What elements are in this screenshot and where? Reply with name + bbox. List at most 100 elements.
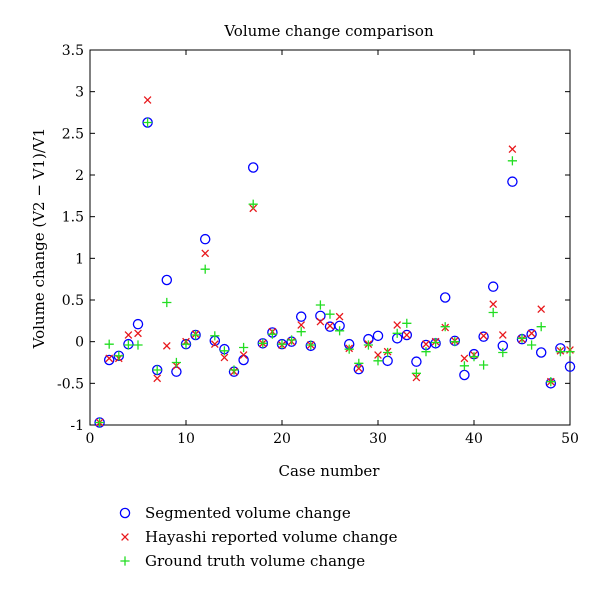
data-point-plus [469,352,479,362]
legend-marker-plus [120,556,130,566]
data-point-plus [527,340,537,350]
data-point-circle [535,347,547,358]
data-point-plus [95,417,105,428]
data-point-x [508,145,517,154]
data-point-plus [363,340,373,350]
legend: Segmented volume change Hayashi reported … [119,504,398,570]
data-point-plus [287,335,297,345]
data-point-circle [103,354,115,366]
data-point-circle [459,369,470,381]
x-tick-label: 10 [177,431,195,447]
data-point-circle [382,355,393,367]
data-point-plus [431,337,441,348]
data-point-plus [315,300,325,310]
data-point-plus [219,346,229,356]
x-tick-label: 20 [273,431,291,447]
data-point-x [402,331,411,339]
data-point-plus [114,351,124,361]
data-point-plus [498,347,508,358]
data-point-x [134,329,142,338]
data-point-plus [411,368,421,378]
data-point-plus [536,322,546,332]
data-point-plus [507,156,517,166]
axis-ticks: 0 10 20 30 40 50 -1 -0.5 0 0.5 1 1.5 2 2.5 3 3.5 [57,43,579,447]
data-point-plus [143,117,153,128]
data-point-plus [459,361,469,371]
data-point-x [479,331,488,340]
data-point-circle [238,354,249,366]
data-point-x [460,354,469,363]
data-point-circle [411,356,422,367]
data-point-plus [488,307,498,318]
data-marks [94,96,576,428]
data-point-plus [383,347,393,358]
data-point-plus [152,365,162,375]
data-point-circle [507,176,518,187]
y-tick-label: 2 [75,168,84,184]
data-point-x [489,300,498,309]
data-point-circle [526,328,537,340]
data-point-circle [199,233,211,245]
data-point-circle [372,330,384,342]
data-point-plus [123,340,133,350]
y-tick-label: 3 [75,85,84,101]
y-tick-label: 1.5 [62,210,84,226]
data-point-plus [258,338,268,348]
data-point-plus [517,333,527,343]
data-point-plus [392,328,402,338]
data-point-plus [479,360,489,370]
data-point-plus [565,347,575,357]
data-point-circle [439,292,451,303]
data-point-x [335,312,344,321]
data-point-plus [181,339,191,349]
data-point-plus [421,347,431,357]
x-tick-label: 40 [465,431,483,447]
data-point-x [153,374,162,383]
data-point-plus [267,329,277,339]
y-tick-label: 2.5 [62,126,84,142]
y-tick-label: -0.5 [57,376,84,392]
data-point-circle [132,318,144,330]
data-point-plus [248,199,258,209]
data-point-circle [315,310,326,322]
data-point-plus [440,322,450,332]
data-point-plus [171,357,181,368]
legend-marker-x [121,533,129,541]
legend-marker-circle [119,507,131,519]
data-point-plus [229,365,239,375]
data-point-x [354,364,363,373]
data-point-plus [450,337,460,347]
data-point-circle [564,361,576,372]
data-point-plus [402,318,412,328]
data-point-circle [401,329,413,341]
data-point-x [422,340,430,349]
y-tick-label: -1 [70,418,84,434]
chart-title: Volume change comparison [223,22,434,40]
data-point-x [105,354,114,363]
data-point-circle [478,331,489,342]
data-point-x [326,321,334,330]
y-tick-label: 3.5 [62,43,84,59]
data-point-plus [546,377,556,387]
data-point-circle [247,162,259,173]
data-point-plus [162,297,172,308]
x-tick-label: 30 [369,431,387,447]
data-point-x [201,249,210,258]
data-point-plus [354,358,364,368]
y-axis-label: Volume change (V2 − V1)/V1 [30,128,48,350]
legend-entry-label: Ground truth volume change [145,552,365,570]
plot-frame [89,49,571,426]
y-tick-label: 1 [75,251,84,267]
data-point-plus [555,347,565,357]
data-point-plus [200,264,210,274]
data-point-plus [277,339,287,349]
data-point-x [393,321,402,329]
data-point-x [239,351,248,359]
data-point-plus [210,331,220,341]
data-point-x [143,96,152,104]
data-point-x [297,321,306,329]
data-point-circle [487,281,499,292]
data-point-x [210,340,219,349]
data-point-plus [191,330,201,340]
